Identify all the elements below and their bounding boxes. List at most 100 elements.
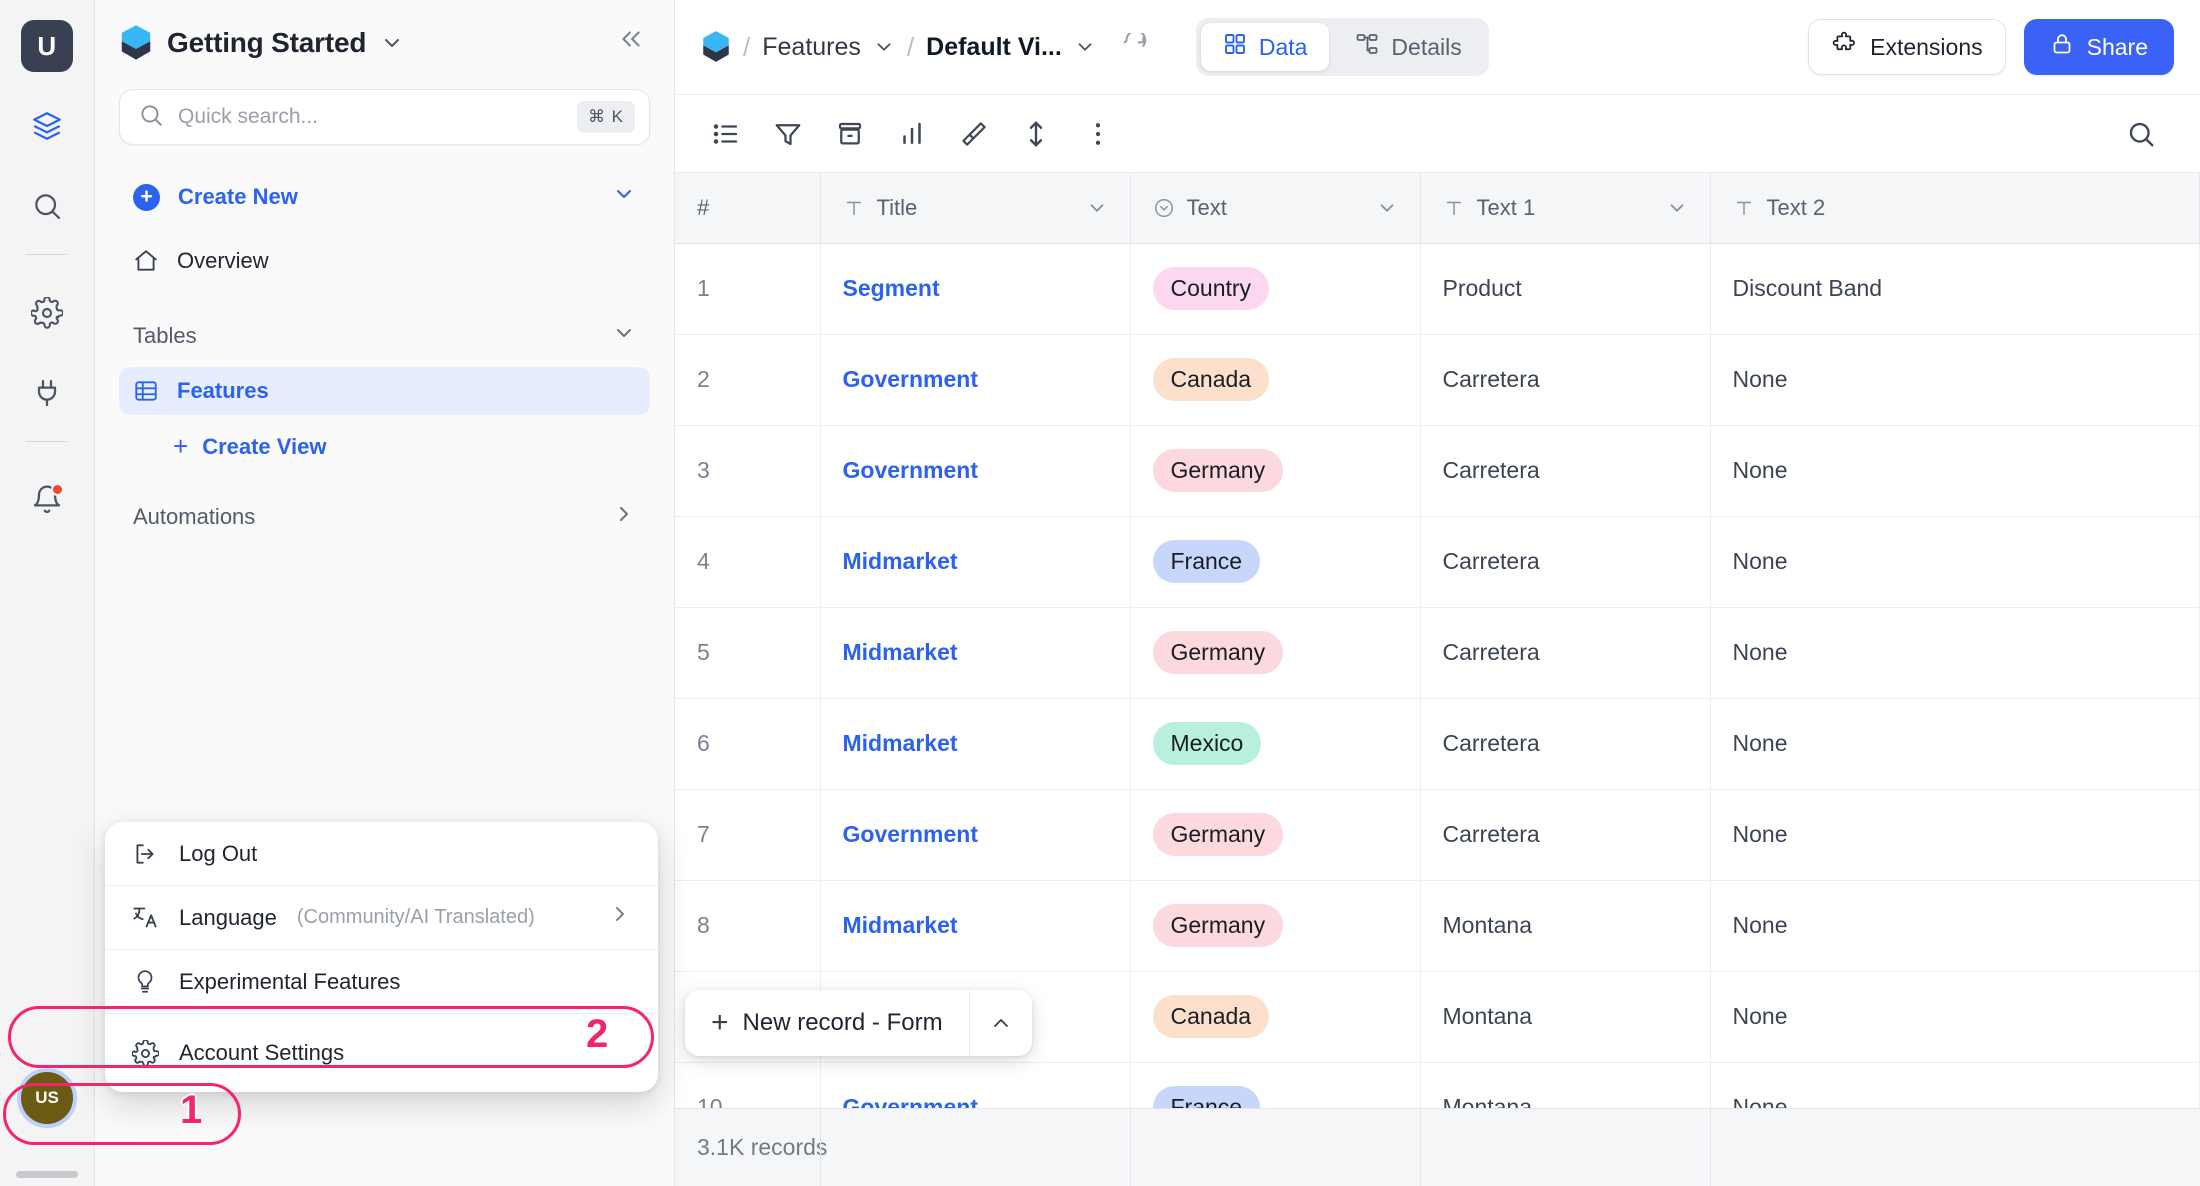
menu-item-experimental-features[interactable]: Experimental Features [105,950,658,1014]
cell-text[interactable]: Country [1130,243,1421,335]
new-record-button[interactable]: + New record - Form [685,990,1032,1056]
cell-title[interactable]: Midmarket [820,516,1131,608]
table-row[interactable]: 10 Government France Montana None [675,1062,2200,1108]
database-icon[interactable] [21,100,73,152]
table-row[interactable]: 2 Government Canada Carretera None [675,334,2200,426]
cell-text-2[interactable]: None [1710,971,2200,1063]
create-view-button[interactable]: + Create View [159,421,650,472]
column-header-rownum[interactable]: # [675,173,821,244]
group-icon[interactable] [819,108,881,160]
cell-text[interactable]: Germany [1130,789,1421,881]
menu-item-log-out[interactable]: Log Out [105,822,658,886]
cell-text-1[interactable]: Carretera [1420,698,1711,790]
cell-text[interactable]: Canada [1130,334,1421,426]
table-row[interactable]: 8 Midmarket Germany Montana None [675,880,2200,972]
cell-title[interactable]: Midmarket [820,698,1131,790]
plug-icon[interactable] [21,367,73,419]
workspace-logo-button[interactable]: U [21,20,73,72]
record-link[interactable]: Midmarket [842,730,958,756]
menu-item-account-settings[interactable]: Account Settings [105,1014,658,1092]
cell-text-1[interactable]: Carretera [1420,425,1711,517]
grid-search-icon[interactable] [2118,108,2180,160]
cell-text-2[interactable]: None [1710,1062,2200,1108]
cell-title[interactable]: Government [820,1062,1131,1108]
chevron-right-icon[interactable] [608,902,632,933]
table-row[interactable]: 5 Midmarket Germany Carretera None [675,607,2200,699]
bell-icon[interactable] [21,474,73,526]
extensions-button[interactable]: Extensions [1808,19,2006,75]
cell-text-1[interactable]: Product [1420,243,1711,335]
cell-text-2[interactable]: None [1710,334,2200,426]
record-link[interactable]: Midmarket [842,639,958,665]
cell-text-2[interactable]: None [1710,516,2200,608]
cell-text-2[interactable]: None [1710,789,2200,881]
column-header-text[interactable]: Text [1130,173,1421,244]
rail-scrollbar[interactable] [16,1171,78,1178]
sidebar-item-overview[interactable]: Overview [119,237,650,285]
tab-details[interactable]: Details [1333,23,1483,71]
filter-icon[interactable] [757,108,819,160]
sidebar-group-automations[interactable]: Automations [119,498,650,536]
search-icon[interactable] [21,180,73,232]
cell-text-2[interactable]: None [1710,880,2200,972]
cell-text-2[interactable]: None [1710,607,2200,699]
cell-text[interactable]: France [1130,516,1421,608]
breadcrumb-table[interactable]: Features [762,32,861,61]
chevron-down-icon[interactable] [1666,197,1688,219]
cell-title[interactable]: Segment [820,243,1131,335]
record-link[interactable]: Segment [842,275,940,301]
cell-text-1[interactable]: Carretera [1420,516,1711,608]
column-header-text-1[interactable]: Text 1 [1420,173,1711,244]
cell-text-2[interactable]: None [1710,425,2200,517]
tab-data[interactable]: Data [1200,23,1330,71]
table-row[interactable]: 4 Midmarket France Carretera None [675,516,2200,608]
cell-text-1[interactable]: Carretera [1420,789,1711,881]
cell-text-2[interactable]: Discount Band [1710,243,2200,335]
cell-text-1[interactable]: Carretera [1420,334,1711,426]
sidebar-item-features[interactable]: Features [119,367,650,415]
sidebar-group-tables[interactable]: Tables [119,317,650,355]
new-record-label-area[interactable]: + New record - Form [685,990,970,1056]
workspace-header[interactable]: Getting Started [95,0,674,71]
menu-item-language[interactable]: Language (Community/AI Translated) [105,886,658,950]
cell-text-1[interactable]: Montana [1420,1062,1711,1108]
cell-text[interactable]: Germany [1130,880,1421,972]
cell-text-1[interactable]: Montana [1420,880,1711,972]
chevron-up-icon[interactable] [970,990,1032,1056]
chevron-down-icon[interactable] [1086,197,1108,219]
column-header-title[interactable]: Title [820,173,1131,244]
chevron-down-icon[interactable] [380,31,404,55]
cell-title[interactable]: Government [820,789,1131,881]
more-icon[interactable] [1067,108,1129,160]
table-row[interactable]: 1 Segment Country Product Discount Band [675,243,2200,335]
create-new-button[interactable]: + Create New [119,171,650,223]
chevron-down-icon[interactable] [1376,197,1398,219]
share-button[interactable]: Share [2023,19,2174,75]
collapse-sidebar-icon[interactable] [612,22,650,63]
column-header-text-2[interactable]: Text 2 [1710,173,2200,244]
cell-title[interactable]: Government [820,425,1131,517]
refresh-icon[interactable] [1120,33,1148,61]
breadcrumb-view[interactable]: Default Vi... [926,32,1062,61]
cell-title[interactable]: Government [820,334,1131,426]
cell-title[interactable]: Midmarket [820,880,1131,972]
table-row[interactable]: 7 Government Germany Carretera None [675,789,2200,881]
cell-text[interactable]: France [1130,1062,1421,1108]
cell-text-1[interactable]: Montana [1420,971,1711,1063]
cell-text[interactable]: Mexico [1130,698,1421,790]
record-link[interactable]: Government [842,1094,978,1108]
fields-icon[interactable] [695,108,757,160]
record-link[interactable]: Midmarket [842,548,958,574]
chevron-down-icon[interactable] [873,36,895,58]
record-link[interactable]: Midmarket [842,912,958,938]
record-link[interactable]: Government [842,366,978,392]
cell-title[interactable]: Midmarket [820,607,1131,699]
cell-text[interactable]: Canada [1130,971,1421,1063]
rowheight-icon[interactable] [943,108,1005,160]
chart-icon[interactable] [881,108,943,160]
chevron-down-icon[interactable] [612,321,636,351]
record-link[interactable]: Government [842,457,978,483]
table-row[interactable]: 6 Midmarket Mexico Carretera None [675,698,2200,790]
avatar[interactable]: US [21,1072,73,1124]
data-grid-wrapper[interactable]: # Title [675,173,2200,1108]
